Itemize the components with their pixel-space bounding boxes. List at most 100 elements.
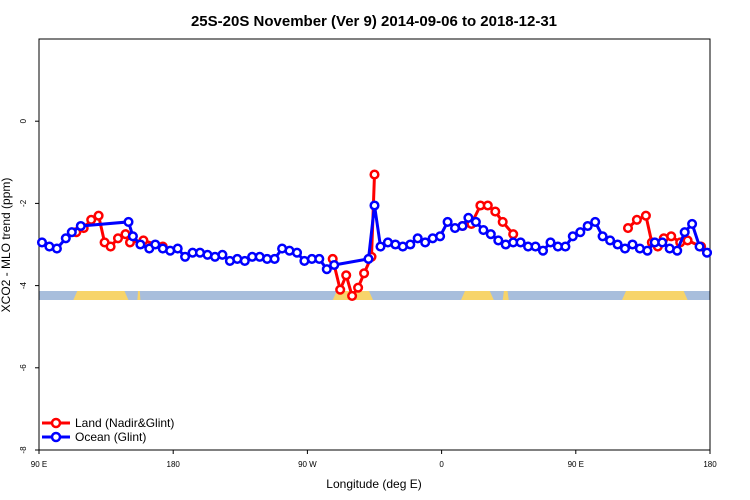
data-point <box>537 245 549 256</box>
series-line <box>331 174 376 298</box>
data-point <box>369 200 380 211</box>
data-point <box>560 241 571 252</box>
ocean-strip <box>39 291 710 300</box>
legend-land-label: Land (Nadir&Glint) <box>75 416 174 430</box>
data-point <box>605 235 616 246</box>
data-point <box>682 235 693 246</box>
data-point <box>575 227 586 238</box>
data-point <box>75 220 86 232</box>
series-ocean <box>36 200 713 275</box>
data-point <box>105 241 116 252</box>
data-point <box>335 284 346 295</box>
data-point <box>666 231 677 242</box>
legend-ocean-marker <box>50 431 62 443</box>
y-tick-label: -4 <box>19 281 28 289</box>
data-point <box>657 237 668 248</box>
data-point <box>66 227 77 238</box>
data-point <box>567 231 578 242</box>
data-point <box>530 241 541 252</box>
data-point <box>412 233 423 244</box>
data-point <box>515 237 526 248</box>
data-point <box>642 245 653 256</box>
data-point <box>640 210 651 221</box>
data-point <box>93 210 104 221</box>
data-point <box>631 214 642 225</box>
data-point <box>369 169 380 180</box>
data-point <box>420 237 431 248</box>
x-tick-label: 90 E <box>31 460 47 469</box>
data-point <box>363 253 374 264</box>
data-point <box>493 235 504 246</box>
y-tick-label: 0 <box>19 118 28 123</box>
y-tick-label: -8 <box>19 446 28 454</box>
data-point <box>150 239 161 250</box>
y-tick-label: -2 <box>19 199 28 207</box>
data-point <box>180 251 191 262</box>
legend-land-marker <box>50 417 62 429</box>
land-segment <box>622 291 688 300</box>
data-point <box>694 241 705 252</box>
data-point <box>321 264 332 275</box>
data-point <box>463 212 474 223</box>
data-point <box>60 233 71 244</box>
x-tick-label: 180 <box>167 460 181 469</box>
x-axis: 90 E 180 90 W 0 90 E 180 <box>31 450 717 469</box>
data-point <box>485 229 496 240</box>
data-point <box>86 214 97 225</box>
land-segment <box>502 291 509 300</box>
y-axis-label: XCO2 - MLO trend (ppm) <box>0 178 13 313</box>
data-point <box>217 249 228 260</box>
x-axis-label: Longitude (deg E) <box>326 477 421 491</box>
data-point <box>470 216 481 227</box>
land-segment <box>73 291 129 300</box>
data-point <box>582 220 593 232</box>
x-tick-label: 0 <box>439 460 444 469</box>
data-point <box>442 216 453 227</box>
data-point <box>679 227 690 238</box>
series-layer <box>36 169 713 301</box>
data-point <box>347 290 358 301</box>
data-point <box>478 225 489 236</box>
data-point <box>435 231 446 242</box>
chart-title: 25S-20S November (Ver 9) 2014-09-06 to 2… <box>191 13 557 30</box>
data-point <box>612 239 623 250</box>
data-point <box>36 237 48 248</box>
data-point <box>497 216 508 227</box>
data-point <box>701 247 713 258</box>
data-point <box>123 216 134 227</box>
legend-ocean-label: Ocean (Glint) <box>75 430 146 444</box>
data-point <box>353 282 364 293</box>
data-point <box>314 253 325 264</box>
legend: Land (Nadir&Glint) Ocean (Glint) <box>42 416 174 444</box>
data-point <box>172 243 183 254</box>
data-point <box>269 253 280 264</box>
data-point <box>590 216 601 227</box>
data-point <box>687 218 698 229</box>
land-segment <box>460 291 494 300</box>
data-point <box>597 231 608 242</box>
data-point <box>239 255 250 266</box>
data-point <box>135 239 146 250</box>
data-point <box>112 233 124 244</box>
land-segment <box>137 291 141 300</box>
data-point <box>341 270 352 281</box>
data-point <box>291 247 303 258</box>
data-point <box>672 245 683 256</box>
x-tick-label: 90 E <box>568 460 584 469</box>
data-point <box>51 243 62 254</box>
data-point <box>490 206 501 217</box>
land-ocean-strip <box>39 291 710 300</box>
data-point <box>545 237 556 248</box>
data-point <box>508 229 519 240</box>
data-point <box>457 220 468 232</box>
data-point <box>127 231 138 242</box>
data-point <box>622 223 634 234</box>
data-point <box>482 200 493 211</box>
x-tick-label: 90 W <box>298 460 317 469</box>
data-point <box>405 239 416 250</box>
x-tick-label: 180 <box>703 460 717 469</box>
data-point <box>619 243 631 254</box>
data-point <box>375 241 386 252</box>
y-tick-label: -6 <box>19 364 28 372</box>
